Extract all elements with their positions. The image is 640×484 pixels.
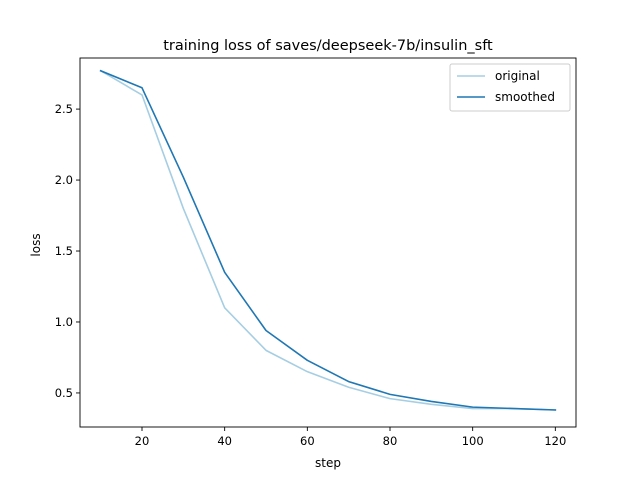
y-tick-label: 1.5 — [55, 244, 73, 258]
x-tick-label: 60 — [300, 434, 315, 448]
y-tick-label: 2.0 — [55, 173, 73, 187]
series-line-smoothed — [99, 69, 557, 411]
x-tick-label: 20 — [135, 434, 150, 448]
chart-title: training loss of saves/deepseek-7b/insul… — [163, 38, 493, 54]
x-tick-label: 100 — [462, 434, 484, 448]
x-tick-label: 80 — [383, 434, 398, 448]
y-tick-label: 2.5 — [55, 102, 73, 116]
series-line-original — [99, 69, 557, 411]
x-axis-label: step — [315, 456, 341, 470]
x-tick-label: 40 — [217, 434, 232, 448]
axes-frame — [79, 57, 577, 428]
y-tick-label: 0.5 — [55, 386, 73, 400]
legend-label-smoothed: smoothed — [495, 90, 555, 104]
legend-label-original: original — [495, 69, 540, 83]
legend: original smoothed — [449, 63, 571, 112]
y-axis-label: loss — [29, 233, 43, 256]
plot-area: 20 40 60 80 100 120 0.5 1.0 1.5 2.0 2.5 — [55, 57, 577, 448]
x-tick-label: 120 — [544, 434, 566, 448]
y-tick-label: 1.0 — [55, 315, 73, 329]
